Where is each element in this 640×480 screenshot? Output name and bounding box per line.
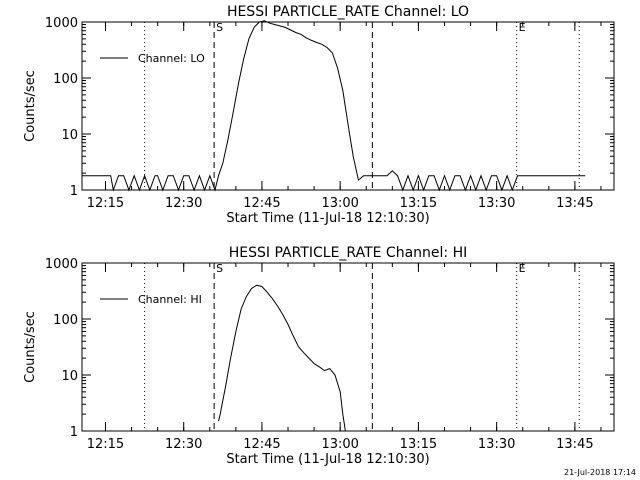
chart-title: HESSI PARTICLE_RATE Channel: HI [229,245,467,261]
interval-marker-label: S [216,21,223,34]
plot-frame [81,21,615,191]
y-tick-label: 100 [53,313,78,328]
series-line [218,284,346,432]
interval-marker-label: E [519,262,526,275]
y-tick-label: 10 [61,369,78,384]
panel-hi: HESSI PARTICLE_RATE Channel: HI 1 10 100 100… [23,245,615,467]
x-tick-label: 12:15 [87,437,124,452]
x-tick-label: 13:30 [478,196,515,211]
y-tick-label: 10 [61,128,78,143]
interval-marker-label: E [519,21,526,34]
y-tick-label: 1000 [45,257,78,272]
legend-entry: Channel: HI [138,293,202,306]
legend-entry: Channel: LO [138,52,205,65]
y-axis-label: Counts/sec [23,311,38,383]
x-tick-label: 13:15 [400,437,437,452]
x-tick-label: 13:45 [556,196,593,211]
interval-marker-label: S [216,262,223,275]
footer-timestamp: 21-Jul-2018 17:14 [564,468,636,477]
x-tick-label: 13:00 [321,437,358,452]
x-tick-label: 12:45 [243,196,280,211]
x-tick-label: 12:30 [165,437,202,452]
x-tick-label: 13:15 [400,196,437,211]
panel-lo: HESSI PARTICLE_RATE Channel: LO 1 10 100 100… [23,4,615,226]
y-tick-label: 100 [53,72,78,87]
x-tick-label: 13:30 [478,437,515,452]
x-axis-label: Start Time (11-Jul-18 12:10:30) [226,452,429,467]
x-tick-label: 12:15 [87,196,124,211]
plot-frame [81,262,615,432]
series-line [82,20,586,192]
x-tick-label: 13:45 [556,437,593,452]
y-axis-label: Counts/sec [23,70,38,142]
x-axis-label: Start Time (11-Jul-18 12:10:30) [226,211,429,226]
y-tick-label: 1 [70,425,78,440]
x-tick-label: 13:00 [321,196,358,211]
y-tick-label: 1 [70,184,78,199]
x-tick-label: 12:45 [243,437,280,452]
y-tick-label: 1000 [45,16,78,31]
x-tick-label: 12:30 [165,196,202,211]
chart-title: HESSI PARTICLE_RATE Channel: LO [227,4,469,20]
